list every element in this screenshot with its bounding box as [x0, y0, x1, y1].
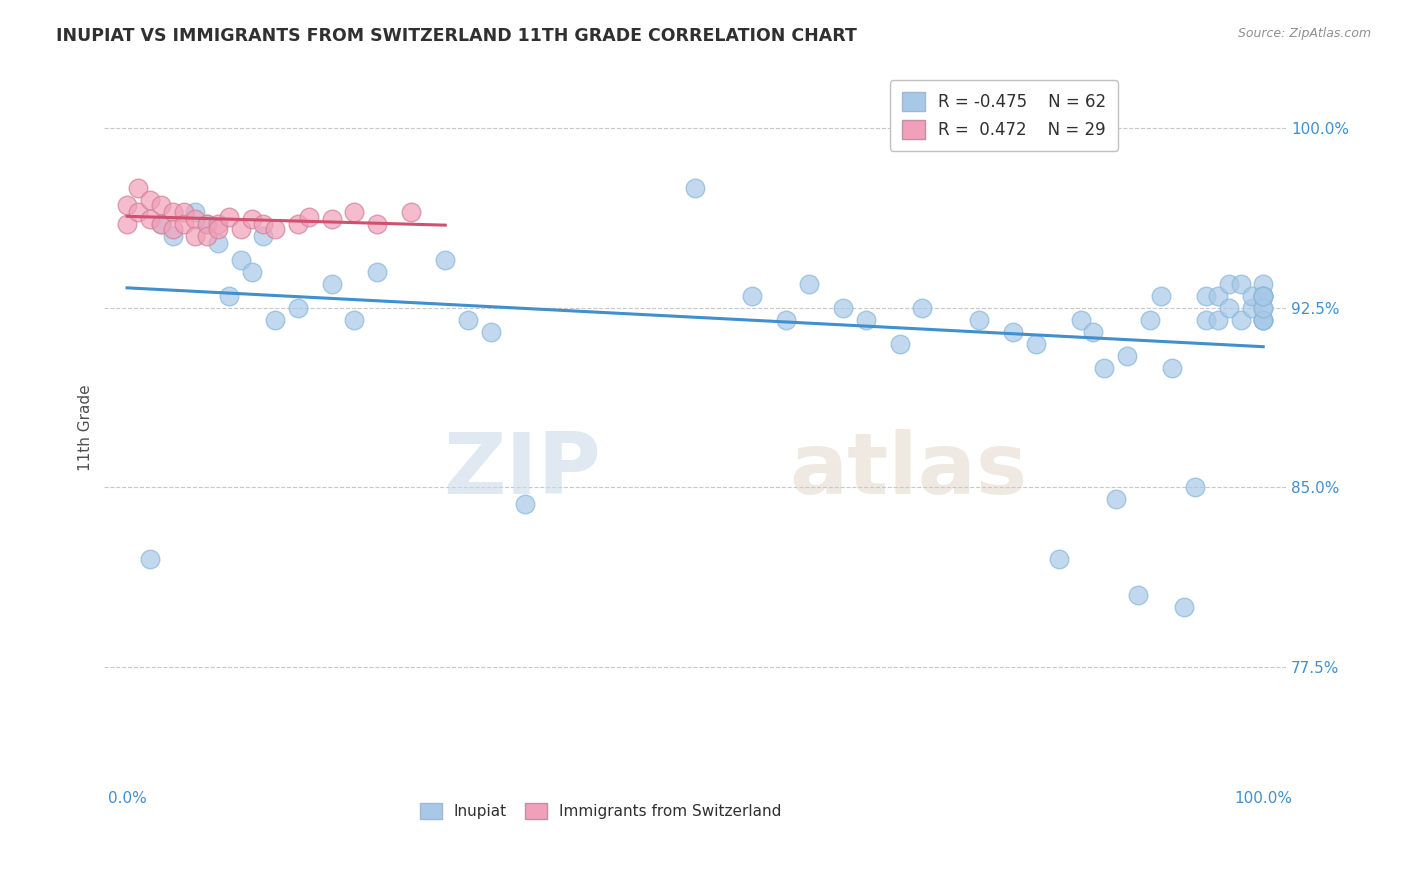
Point — [207, 236, 229, 251]
Point — [343, 205, 366, 219]
Point — [127, 205, 149, 219]
Point — [434, 252, 457, 267]
Point — [1229, 313, 1251, 327]
Point — [1240, 289, 1263, 303]
Point — [343, 313, 366, 327]
Point — [399, 205, 422, 219]
Legend: Inupiat, Immigrants from Switzerland: Inupiat, Immigrants from Switzerland — [413, 797, 787, 825]
Point — [240, 265, 263, 279]
Point — [1251, 313, 1274, 327]
Point — [173, 217, 195, 231]
Point — [240, 212, 263, 227]
Point — [1070, 313, 1092, 327]
Point — [513, 497, 536, 511]
Point — [287, 217, 309, 231]
Point — [184, 212, 207, 227]
Point — [1206, 289, 1229, 303]
Point — [1251, 301, 1274, 315]
Point — [139, 212, 162, 227]
Point — [1251, 301, 1274, 315]
Point — [1251, 289, 1274, 303]
Point — [1002, 325, 1025, 339]
Point — [366, 217, 388, 231]
Point — [797, 277, 820, 291]
Point — [162, 229, 184, 244]
Point — [150, 198, 173, 212]
Point — [457, 313, 479, 327]
Point — [967, 313, 990, 327]
Point — [1240, 301, 1263, 315]
Point — [1173, 599, 1195, 614]
Point — [1251, 289, 1274, 303]
Point — [1150, 289, 1173, 303]
Point — [366, 265, 388, 279]
Point — [1218, 277, 1240, 291]
Point — [229, 222, 252, 236]
Point — [1195, 313, 1218, 327]
Point — [1081, 325, 1104, 339]
Text: Source: ZipAtlas.com: Source: ZipAtlas.com — [1237, 27, 1371, 40]
Point — [775, 313, 797, 327]
Point — [1115, 349, 1137, 363]
Point — [741, 289, 763, 303]
Point — [184, 229, 207, 244]
Point — [195, 229, 218, 244]
Point — [1251, 289, 1274, 303]
Point — [218, 210, 240, 224]
Point — [1047, 552, 1070, 566]
Point — [229, 252, 252, 267]
Point — [1218, 301, 1240, 315]
Point — [1025, 336, 1047, 351]
Point — [911, 301, 934, 315]
Point — [162, 205, 184, 219]
Text: ZIP: ZIP — [443, 429, 600, 512]
Point — [150, 217, 173, 231]
Point — [287, 301, 309, 315]
Point — [150, 217, 173, 231]
Point — [263, 222, 285, 236]
Point — [298, 210, 321, 224]
Point — [139, 552, 162, 566]
Point — [139, 193, 162, 207]
Point — [173, 205, 195, 219]
Point — [195, 217, 218, 231]
Point — [831, 301, 853, 315]
Point — [321, 277, 343, 291]
Point — [855, 313, 877, 327]
Point — [184, 205, 207, 219]
Point — [321, 212, 343, 227]
Point — [1195, 289, 1218, 303]
Point — [1251, 313, 1274, 327]
Point — [683, 181, 706, 195]
Point — [115, 217, 138, 231]
Point — [252, 217, 274, 231]
Point — [1128, 588, 1150, 602]
Point — [1251, 289, 1274, 303]
Point — [1251, 277, 1274, 291]
Point — [207, 217, 229, 231]
Point — [1229, 277, 1251, 291]
Point — [162, 222, 184, 236]
Point — [218, 289, 240, 303]
Point — [1092, 360, 1115, 375]
Text: atlas: atlas — [790, 429, 1028, 512]
Text: INUPIAT VS IMMIGRANTS FROM SWITZERLAND 11TH GRADE CORRELATION CHART: INUPIAT VS IMMIGRANTS FROM SWITZERLAND 1… — [56, 27, 858, 45]
Point — [889, 336, 911, 351]
Point — [115, 198, 138, 212]
Point — [127, 181, 149, 195]
Point — [1206, 313, 1229, 327]
Point — [1161, 360, 1184, 375]
Point — [1251, 313, 1274, 327]
Point — [479, 325, 502, 339]
Point — [1139, 313, 1161, 327]
Y-axis label: 11th Grade: 11th Grade — [79, 384, 93, 471]
Point — [1104, 492, 1126, 507]
Point — [207, 222, 229, 236]
Point — [263, 313, 285, 327]
Point — [1184, 480, 1206, 494]
Point — [195, 217, 218, 231]
Point — [252, 229, 274, 244]
